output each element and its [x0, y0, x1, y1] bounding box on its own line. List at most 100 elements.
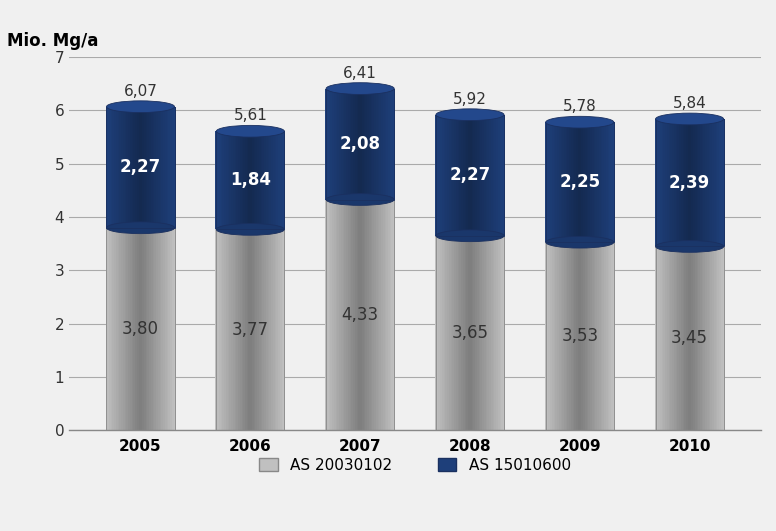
Bar: [683, 119, 684, 246]
Bar: [580, 242, 582, 431]
Bar: [114, 107, 116, 228]
Bar: [714, 246, 716, 431]
Bar: [226, 131, 227, 229]
Bar: [475, 236, 477, 431]
Bar: [132, 107, 133, 228]
Bar: [494, 236, 496, 431]
Bar: [341, 200, 343, 431]
Bar: [341, 89, 343, 200]
Legend: AS 20030102, AS 15010600: AS 20030102, AS 15010600: [253, 451, 577, 479]
Bar: [588, 242, 591, 431]
Bar: [331, 200, 332, 431]
Bar: [121, 107, 123, 228]
Ellipse shape: [326, 194, 394, 205]
Bar: [125, 228, 126, 431]
Bar: [357, 200, 359, 431]
Bar: [592, 242, 594, 431]
Bar: [477, 236, 479, 431]
Bar: [500, 236, 501, 431]
Bar: [372, 89, 374, 200]
Bar: [437, 236, 438, 431]
Bar: [384, 200, 386, 431]
Bar: [472, 115, 473, 236]
Bar: [556, 242, 557, 431]
Bar: [705, 246, 707, 431]
Bar: [133, 228, 135, 431]
Bar: [686, 119, 688, 246]
Bar: [135, 228, 137, 431]
Bar: [719, 246, 721, 431]
Bar: [376, 200, 378, 431]
Bar: [379, 89, 381, 200]
Bar: [156, 107, 158, 228]
Bar: [233, 229, 234, 431]
Bar: [240, 131, 241, 229]
Bar: [662, 246, 663, 431]
Bar: [660, 119, 662, 246]
Bar: [440, 115, 442, 236]
Bar: [674, 246, 676, 431]
Bar: [282, 131, 283, 229]
Bar: [658, 246, 660, 431]
Bar: [252, 229, 254, 431]
Bar: [468, 236, 470, 431]
Bar: [268, 131, 269, 229]
Text: 3,53: 3,53: [561, 327, 598, 345]
Bar: [574, 242, 577, 431]
Bar: [262, 131, 265, 229]
Bar: [388, 200, 390, 431]
Bar: [130, 228, 132, 431]
Bar: [599, 242, 601, 431]
Bar: [691, 246, 693, 431]
Bar: [262, 229, 265, 431]
Bar: [702, 246, 704, 431]
Bar: [435, 236, 437, 431]
Bar: [708, 246, 711, 431]
Bar: [480, 115, 482, 236]
Bar: [331, 89, 332, 200]
Bar: [489, 115, 491, 236]
Bar: [386, 200, 388, 431]
Bar: [123, 228, 125, 431]
Bar: [465, 115, 466, 236]
Bar: [149, 107, 151, 228]
Bar: [234, 229, 237, 431]
Bar: [691, 119, 693, 246]
Bar: [445, 115, 448, 236]
Bar: [463, 236, 465, 431]
Bar: [266, 229, 268, 431]
Bar: [107, 228, 109, 431]
Bar: [486, 115, 487, 236]
Bar: [325, 200, 327, 431]
Bar: [283, 131, 286, 229]
Bar: [546, 122, 614, 242]
Bar: [390, 200, 392, 431]
Bar: [447, 115, 449, 236]
Bar: [247, 131, 248, 229]
Bar: [217, 131, 219, 229]
Bar: [670, 246, 672, 431]
Bar: [269, 131, 272, 229]
Bar: [167, 107, 168, 228]
Text: 2,39: 2,39: [669, 174, 710, 192]
Bar: [236, 229, 238, 431]
Bar: [231, 229, 233, 431]
Bar: [472, 236, 473, 431]
Bar: [231, 131, 233, 229]
Bar: [605, 242, 606, 431]
Bar: [456, 236, 458, 431]
Bar: [283, 229, 286, 431]
Text: 5,92: 5,92: [453, 92, 487, 107]
Bar: [573, 242, 575, 431]
Bar: [665, 119, 667, 246]
Bar: [391, 89, 393, 200]
Bar: [613, 242, 615, 431]
Bar: [120, 228, 121, 431]
Bar: [374, 89, 376, 200]
Bar: [436, 115, 504, 236]
Bar: [577, 122, 578, 242]
Bar: [501, 236, 503, 431]
Bar: [698, 119, 700, 246]
Bar: [487, 236, 489, 431]
Ellipse shape: [656, 241, 724, 252]
